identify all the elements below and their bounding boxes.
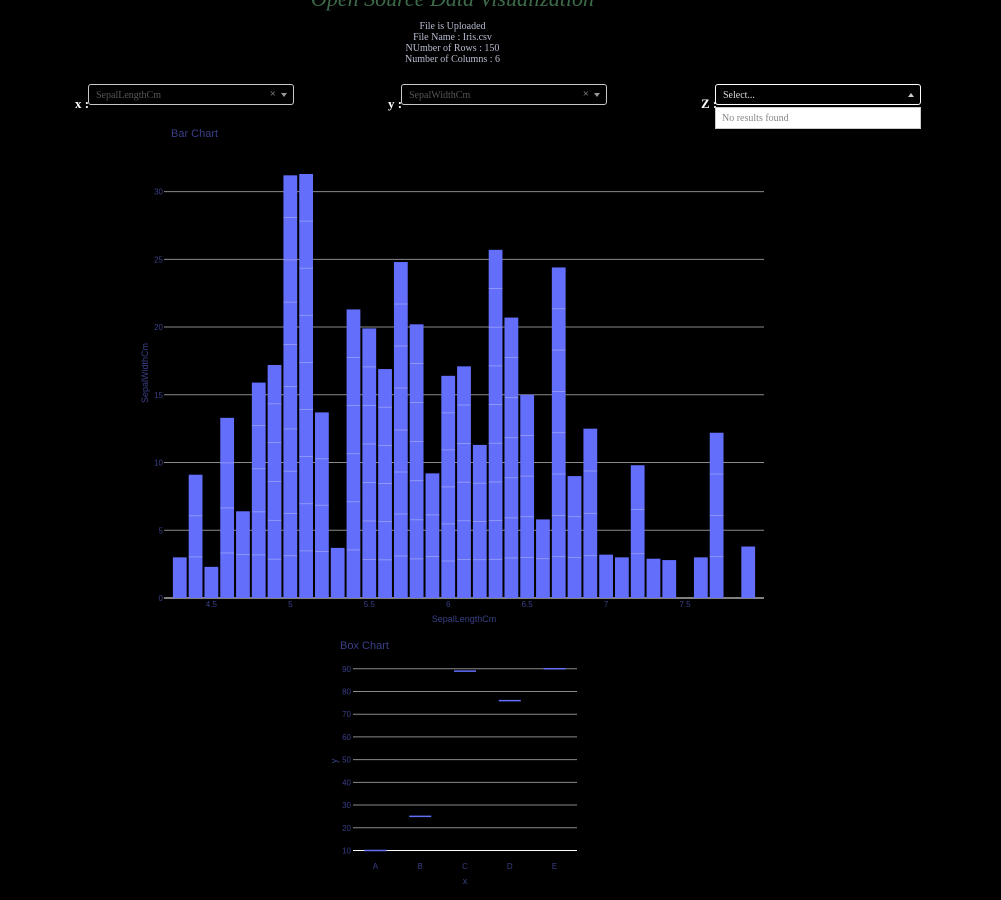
z-dropdown[interactable]: Select... xyxy=(715,84,921,105)
bar xyxy=(472,444,487,598)
y-clear-icon[interactable]: × xyxy=(582,88,589,100)
x-tick-label: 5.5 xyxy=(364,600,376,609)
x-tick-label: 6 xyxy=(446,600,451,609)
bar xyxy=(646,558,661,598)
x-tick-label: C xyxy=(462,862,468,871)
bar xyxy=(362,328,377,598)
y-tick-label: 25 xyxy=(154,255,163,264)
column-count: Number of Columns : 6 xyxy=(405,54,500,65)
x-tick-label: D xyxy=(507,862,513,871)
x-tick-label: 6.5 xyxy=(522,600,534,609)
bar xyxy=(630,465,645,598)
x-chevron-down-icon[interactable] xyxy=(281,93,287,97)
row-count: NUmber of Rows : 150 xyxy=(405,43,500,54)
x-tick-label: A xyxy=(373,862,379,871)
z-dropdown-menu: No results found xyxy=(715,107,921,129)
y-tick-label: 15 xyxy=(154,391,163,400)
bar xyxy=(425,473,440,598)
bar xyxy=(662,560,677,598)
bar xyxy=(236,511,250,598)
y-tick-label: 5 xyxy=(159,526,164,535)
bar xyxy=(172,557,187,598)
app-title: Open Source Data Visualization xyxy=(0,0,905,12)
y-tick-label: 10 xyxy=(342,846,351,855)
x-dropdown-value: SepalLengthCm xyxy=(96,90,161,101)
x-tick-label: 7 xyxy=(604,600,609,609)
x-tick-label: 7.5 xyxy=(679,600,691,609)
bar xyxy=(536,519,550,598)
y-tick-label: 60 xyxy=(342,733,351,742)
z-axis-label: Z : xyxy=(701,96,718,111)
bar xyxy=(583,428,598,598)
bar xyxy=(346,309,361,598)
bar xyxy=(741,546,756,598)
y-tick-label: 30 xyxy=(154,188,163,197)
bar xyxy=(378,369,392,598)
z-chevron-up-icon[interactable] xyxy=(908,93,914,97)
bar xyxy=(251,382,266,598)
file-info: File is Uploaded File Name : Iris.csv NU… xyxy=(0,21,905,65)
y-tick-label: 40 xyxy=(342,778,351,787)
box-y-axis-title: y xyxy=(329,758,339,763)
bar xyxy=(330,547,345,598)
y-tick-label: 70 xyxy=(342,710,351,719)
x-axis-label: x : xyxy=(75,96,90,111)
box-chart-title: Box Chart xyxy=(340,640,389,652)
x-tick-label: B xyxy=(418,862,423,871)
bar xyxy=(315,412,329,598)
bar-chart: Bar Chart SepalLengthCm SepalWidthCm 0 5 1… xyxy=(140,128,764,624)
file-name: File Name : Iris.csv xyxy=(413,32,492,43)
bar xyxy=(488,249,503,599)
bar xyxy=(520,394,535,598)
bar xyxy=(504,317,519,598)
bar xyxy=(567,476,582,598)
y-dropdown-value: SepalWidthCm xyxy=(409,90,471,101)
bar-x-axis-title: SepalLengthCm xyxy=(432,614,497,624)
y-tick-label: 10 xyxy=(154,459,163,468)
z-no-results: No results found xyxy=(722,113,789,124)
y-tick-label: 50 xyxy=(342,756,351,765)
x-dropdown[interactable]: SepalLengthCm × xyxy=(88,84,294,105)
bar xyxy=(599,554,613,598)
y-tick-label: 80 xyxy=(342,688,351,697)
box-x-axis-title: x xyxy=(463,876,468,886)
y-tick-label: 30 xyxy=(342,801,351,810)
bar-y-axis-title: SepalWidthCm xyxy=(140,343,150,403)
bar xyxy=(615,557,629,598)
y-tick-label: 0 xyxy=(159,594,164,603)
y-axis-label: y : xyxy=(388,96,403,111)
x-clear-icon[interactable]: × xyxy=(269,88,276,100)
bar xyxy=(220,417,235,598)
bar xyxy=(709,432,724,598)
bar xyxy=(299,173,313,598)
bar xyxy=(441,375,456,598)
bar xyxy=(393,262,408,598)
bar xyxy=(188,474,203,598)
bar-chart-title: Bar Chart xyxy=(171,128,218,140)
y-dropdown[interactable]: SepalWidthCm × xyxy=(401,84,607,105)
y-tick-label: 20 xyxy=(154,323,163,332)
bar xyxy=(409,324,424,598)
bar xyxy=(551,267,566,598)
y-chevron-down-icon[interactable] xyxy=(594,93,600,97)
bar xyxy=(693,557,708,598)
y-tick-label: 20 xyxy=(342,824,351,833)
x-tick-label: E xyxy=(552,862,557,871)
z-dropdown-placeholder: Select... xyxy=(723,90,755,101)
x-tick-label: 4.5 xyxy=(206,600,218,609)
bar xyxy=(204,566,219,598)
bar xyxy=(457,366,471,598)
bar xyxy=(267,364,282,598)
y-tick-label: 90 xyxy=(342,665,351,674)
upload-status: File is Uploaded xyxy=(419,21,486,32)
x-tick-label: 5 xyxy=(288,600,293,609)
bar xyxy=(283,175,298,598)
